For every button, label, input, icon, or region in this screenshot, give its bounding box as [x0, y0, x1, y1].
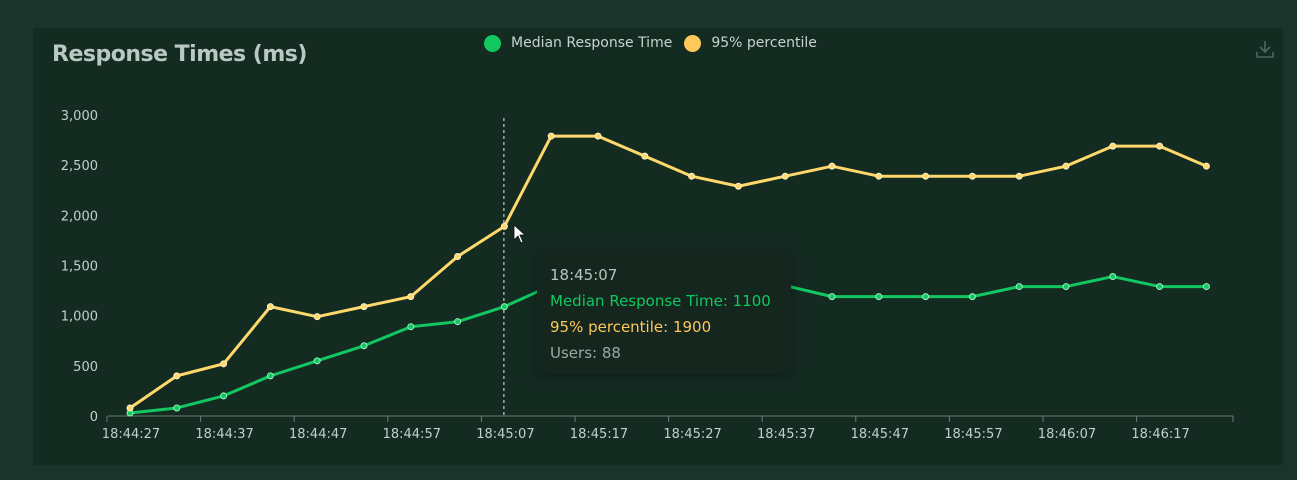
median-point — [500, 303, 508, 311]
x-tick-label: 18:45:57 — [944, 427, 1002, 442]
p95-point — [454, 252, 462, 260]
median-point — [313, 357, 321, 365]
median-point — [266, 372, 274, 380]
p95-point — [734, 182, 742, 190]
median-point — [454, 318, 462, 326]
chart-panel — [33, 28, 1283, 465]
p95-point — [688, 172, 696, 180]
median-point — [173, 404, 181, 412]
y-tick-label: 1,500 — [61, 260, 98, 275]
chart-legend: Median Response Time 95% percentile — [484, 33, 821, 53]
y-tick-label: 3,000 — [61, 109, 98, 124]
tooltip-users: Users: 88 — [550, 344, 621, 362]
x-tick-label: 18:44:27 — [102, 427, 160, 442]
mouse-cursor-icon — [513, 224, 527, 244]
legend-item-p95[interactable]: 95% percentile — [684, 34, 817, 52]
p95-point — [922, 172, 930, 180]
y-tick-label: 0 — [90, 410, 98, 425]
p95-point — [1109, 142, 1117, 150]
p95-point — [126, 404, 134, 412]
x-tick-label: 18:45:17 — [570, 427, 628, 442]
median-point — [1062, 283, 1070, 291]
x-tick-label: 18:46:07 — [1038, 427, 1096, 442]
tooltip-p95: 95% percentile: 1900 — [550, 318, 712, 336]
legend-dot-p95 — [684, 34, 702, 52]
p95-point — [547, 132, 555, 140]
median-point — [220, 392, 228, 400]
p95-point — [781, 172, 789, 180]
p95-point — [500, 222, 508, 230]
p95-point — [407, 293, 415, 301]
median-point — [875, 293, 883, 301]
median-point — [1202, 283, 1210, 291]
p95-point — [1062, 162, 1070, 170]
p95-point — [968, 172, 976, 180]
x-tick-label: 18:45:07 — [476, 427, 534, 442]
p95-point — [266, 303, 274, 311]
y-tick-label: 500 — [73, 360, 98, 375]
x-tick-label: 18:44:47 — [289, 427, 347, 442]
p95-point — [313, 313, 321, 321]
y-tick-label: 1,000 — [61, 310, 98, 325]
p95-point — [360, 303, 368, 311]
median-point — [968, 293, 976, 301]
x-tick-label: 18:44:37 — [195, 427, 253, 442]
y-axis: 0 500 1,000 1,500 2,000 2,500 3,000 — [61, 109, 98, 425]
median-point — [1109, 273, 1117, 281]
median-point — [1156, 283, 1164, 291]
y-tick-label: 2,000 — [61, 209, 98, 224]
tooltip-median: Median Response Time: 1100 — [550, 292, 771, 310]
tooltip-time: 18:45:07 — [550, 266, 618, 284]
p95-point — [173, 372, 181, 380]
p95-point — [875, 172, 883, 180]
chart-tooltip: 18:45:07 Median Response Time: 1100 95% … — [537, 250, 791, 374]
legend-item-median[interactable]: Median Response Time — [484, 34, 673, 52]
legend-dot-median — [484, 34, 501, 52]
p95-point — [641, 152, 649, 160]
legend-label-median: Median Response Time — [511, 35, 673, 51]
x-axis: 18:44:27 18:44:37 18:44:47 18:44:57 18:45:07… — [102, 415, 1234, 442]
series-line-p95 — [128, 134, 1208, 410]
y-tick-label: 2,500 — [61, 159, 98, 174]
legend-label-p95: 95% percentile — [711, 35, 817, 51]
p95-point — [220, 360, 228, 368]
x-tick-label: 18:45:47 — [851, 427, 909, 442]
x-tick-label: 18:45:37 — [757, 427, 815, 442]
download-icon[interactable] — [1254, 38, 1276, 60]
p95-point — [1156, 142, 1164, 150]
median-point — [360, 342, 368, 350]
x-tick-label: 18:45:27 — [663, 427, 721, 442]
median-point — [407, 323, 415, 331]
median-point — [828, 293, 836, 301]
x-tick-label: 18:46:17 — [1131, 427, 1189, 442]
p95-point — [1015, 172, 1023, 180]
chart-title: Response Times (ms) — [52, 42, 307, 67]
x-tick-label: 18:44:57 — [383, 427, 441, 442]
p95-point — [594, 132, 602, 140]
median-point — [1015, 283, 1023, 291]
p95-point — [1202, 162, 1210, 170]
median-point — [922, 293, 930, 301]
p95-point — [828, 162, 836, 170]
